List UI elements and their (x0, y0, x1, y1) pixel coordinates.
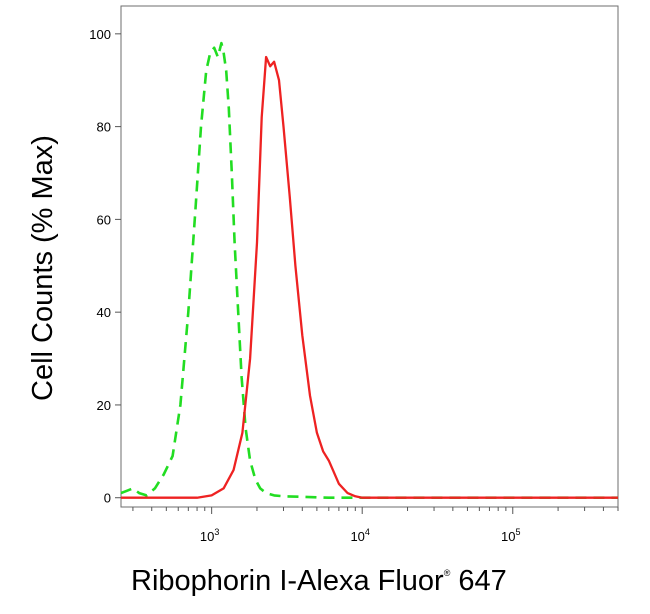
x-tick-label-2: 105 (501, 527, 520, 544)
y-tick-label-5: 100 (89, 27, 111, 42)
y-tick-label-4: 80 (97, 120, 111, 135)
x-axis-title-main: Ribophorin I-Alexa Fluor (131, 565, 444, 597)
y-axis-title: Cell Counts (% Max) (27, 135, 59, 401)
x-tick-label-0: 103 (200, 527, 219, 544)
x-axis-title: Ribophorin I-Alexa Fluor® 647 (131, 565, 507, 597)
y-tick-label-3: 60 (97, 212, 111, 227)
series-line-0 (120, 41, 618, 500)
y-tick-label-2: 40 (97, 305, 111, 320)
x-tick-label-1: 104 (350, 527, 369, 544)
plot-frame (120, 5, 619, 508)
x-axis-title-mark: ® (444, 568, 451, 578)
y-tick-label-1: 20 (97, 398, 111, 413)
y-axis: 0 20 40 60 80 100 (89, 27, 121, 506)
x-axis-title-suffix: 647 (450, 565, 506, 597)
x-axis: 103 104 105 (132, 507, 619, 544)
series-layer (120, 41, 618, 500)
series-line-1 (121, 55, 618, 499)
y-tick-label-0: 0 (104, 491, 111, 506)
